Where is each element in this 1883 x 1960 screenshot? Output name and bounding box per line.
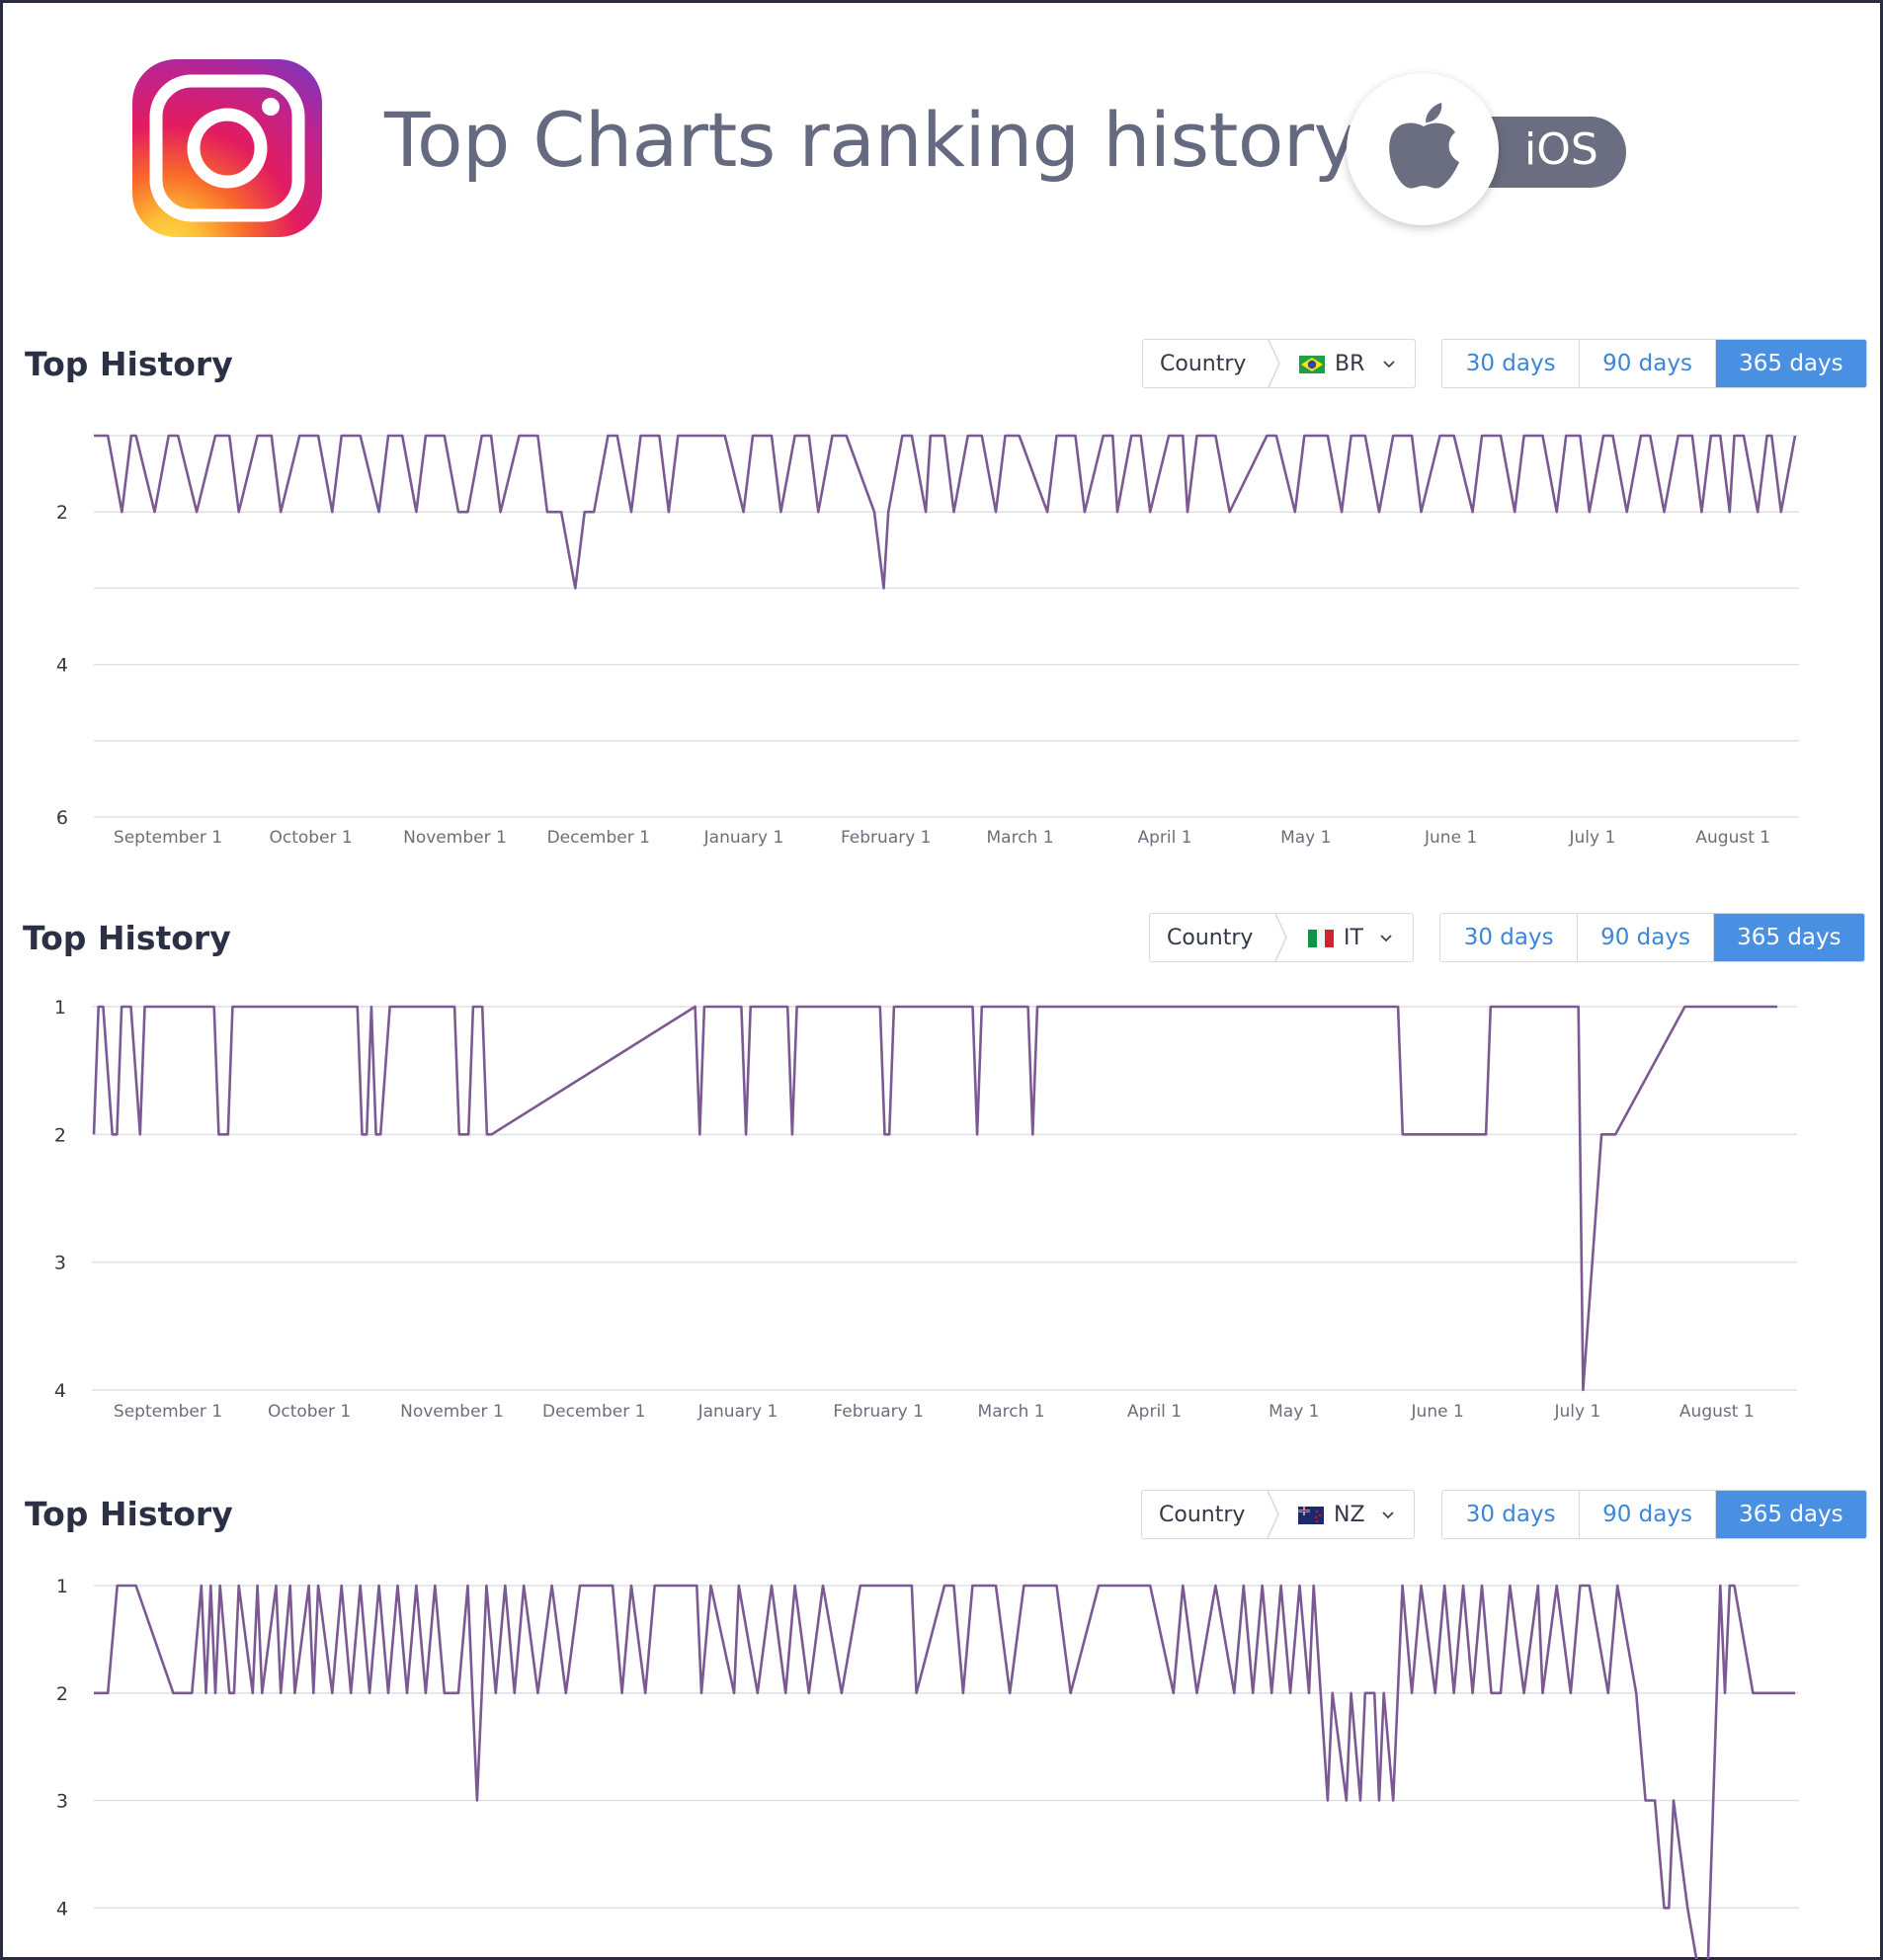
- x-tick-label: April 1: [1138, 828, 1192, 848]
- x-tick-label: December 1: [542, 1402, 645, 1422]
- x-tick-label: May 1: [1280, 828, 1331, 848]
- country-selector[interactable]: Country NZ: [1141, 1490, 1415, 1539]
- range-90-days-button[interactable]: 90 days: [1580, 340, 1716, 387]
- y-tick-label: 1: [56, 1576, 68, 1597]
- range-selector: 30 days 90 days 365 days: [1439, 913, 1865, 962]
- x-tick-label: September 1: [114, 1402, 222, 1422]
- x-tick-label: November 1: [400, 1402, 504, 1422]
- country-code: BR: [1335, 352, 1365, 376]
- x-tick-label: February 1: [841, 828, 932, 848]
- x-tick-label: November 1: [403, 828, 507, 848]
- x-tick-label: September 1: [114, 828, 222, 848]
- x-tick-label: June 1: [1424, 828, 1477, 848]
- x-tick-label: April 1: [1127, 1402, 1182, 1422]
- y-tick-label: 4: [54, 1380, 66, 1402]
- range-selector: 30 days 90 days 365 days: [1441, 1490, 1867, 1539]
- chevron-down-icon: [1382, 1511, 1394, 1519]
- x-tick-label: August 1: [1695, 828, 1770, 848]
- section-title: Top History: [23, 919, 231, 957]
- divider-chevron: [1274, 914, 1287, 961]
- range-365-days-button[interactable]: 365 days: [1715, 340, 1866, 387]
- x-tick-label: December 1: [547, 828, 650, 848]
- range-30-days-button[interactable]: 30 days: [1442, 1491, 1581, 1538]
- divider-chevron: [1267, 1491, 1279, 1538]
- y-tick-label: 4: [56, 1898, 68, 1919]
- chevron-down-icon: [1383, 361, 1395, 368]
- x-tick-label: January 1: [703, 828, 784, 848]
- range-365-days-button[interactable]: 365 days: [1715, 1491, 1866, 1538]
- country-label: Country: [1159, 1503, 1246, 1527]
- x-tick-label: June 1: [1411, 1402, 1464, 1422]
- range-30-days-button[interactable]: 30 days: [1440, 914, 1579, 961]
- range-90-days-button[interactable]: 90 days: [1578, 914, 1714, 961]
- chevron-down-icon: [1380, 935, 1392, 942]
- series-line: [94, 434, 1797, 590]
- y-tick-label: 6: [56, 807, 68, 829]
- section-title: Top History: [25, 345, 233, 383]
- x-tick-label: August 1: [1679, 1402, 1755, 1422]
- x-tick-label: March 1: [978, 1402, 1045, 1422]
- x-tick-label: October 1: [268, 1402, 351, 1422]
- chart-it: 1 2 3 4 September 1 October 1 November 1 Decemb…: [54, 997, 1797, 1422]
- chart-br: 2 4 6 September 1 October 1 November 1 Decembe…: [56, 434, 1799, 848]
- country-label: Country: [1160, 352, 1247, 376]
- x-tick-label: February 1: [833, 1402, 924, 1422]
- x-tick-label: January 1: [697, 1402, 778, 1422]
- y-tick-label: 3: [56, 1791, 68, 1813]
- y-tick-label: 2: [56, 502, 68, 524]
- apple-icon: [1389, 103, 1459, 189]
- range-30-days-button[interactable]: 30 days: [1442, 340, 1581, 387]
- country-label: Country: [1167, 926, 1254, 950]
- flag-br-icon: [1299, 356, 1325, 373]
- page-title: Top Charts ranking history: [384, 96, 1358, 184]
- range-90-days-button[interactable]: 90 days: [1580, 1491, 1716, 1538]
- y-tick-label: 3: [54, 1253, 66, 1274]
- y-tick-label: 1: [54, 997, 66, 1019]
- range-365-days-button[interactable]: 365 days: [1713, 914, 1864, 961]
- divider-chevron: [1268, 340, 1280, 387]
- y-tick-label: 2: [54, 1124, 66, 1146]
- x-tick-label: October 1: [269, 828, 352, 848]
- country-code: IT: [1344, 926, 1363, 950]
- platform-label: iOS: [1524, 124, 1598, 175]
- instagram-icon: [132, 59, 322, 237]
- country-selector[interactable]: Country BR: [1142, 339, 1416, 388]
- chart-nz: 1 2 3 4: [56, 1576, 1799, 1959]
- y-tick-label: 2: [56, 1683, 68, 1705]
- x-tick-label: July 1: [1568, 828, 1615, 848]
- country-code: NZ: [1334, 1503, 1365, 1527]
- flag-nz-icon: [1298, 1507, 1324, 1524]
- section-title: Top History: [25, 1495, 233, 1533]
- flag-it-icon: [1308, 930, 1334, 947]
- range-selector: 30 days 90 days 365 days: [1441, 339, 1867, 388]
- country-selector[interactable]: Country IT: [1149, 913, 1414, 962]
- series-line: [94, 1584, 1795, 1959]
- x-tick-label: July 1: [1554, 1402, 1601, 1422]
- x-tick-label: March 1: [987, 828, 1054, 848]
- y-tick-label: 4: [56, 655, 68, 677]
- x-tick-label: May 1: [1269, 1402, 1319, 1422]
- series-line: [92, 1005, 1777, 1392]
